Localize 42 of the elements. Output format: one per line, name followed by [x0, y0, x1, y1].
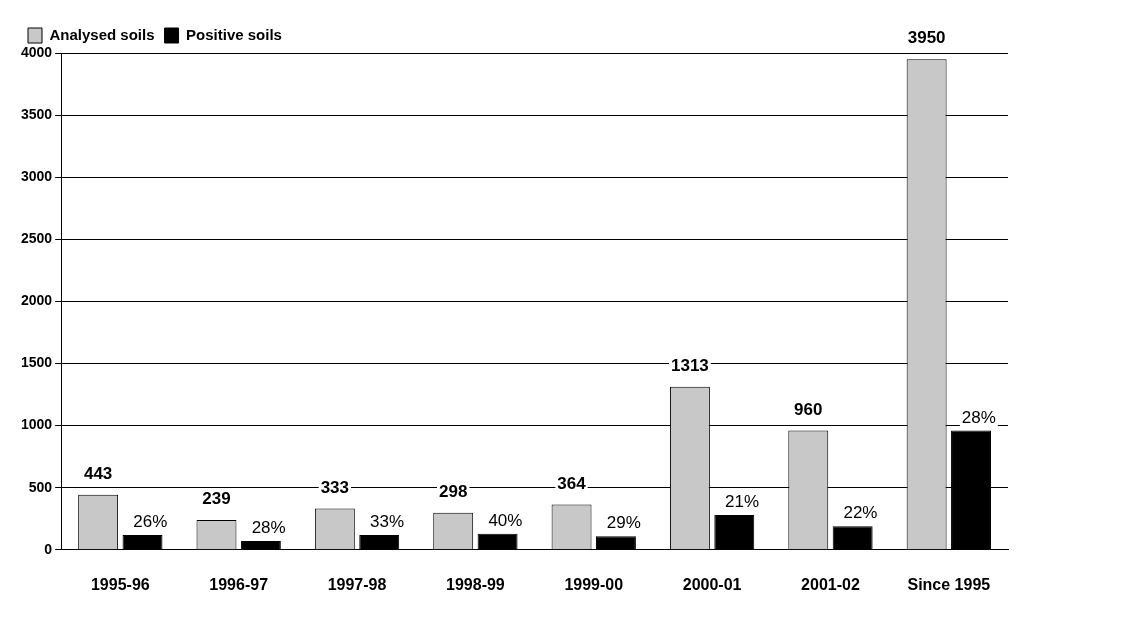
data-label: 333 — [320, 477, 350, 497]
annotation: 28% — [961, 407, 996, 427]
data-label: 298 — [439, 481, 468, 501]
y-tick-label: 3500 — [20, 105, 53, 122]
annotation: 40% — [488, 510, 523, 530]
y-tick-label: 0 — [44, 540, 53, 557]
annotation: 28% — [251, 518, 286, 538]
annotation: 33% — [370, 512, 405, 532]
y-tick-label: 2500 — [20, 230, 53, 247]
bar — [714, 515, 755, 550]
x-tick-label: 2000-01 — [682, 575, 742, 593]
annotation: 22% — [843, 503, 878, 523]
bar — [240, 541, 281, 550]
x-tick-label: Since 1995 — [907, 575, 991, 593]
data-label: 3950 — [907, 28, 946, 48]
y-tick-label: 3000 — [20, 168, 53, 185]
data-label: 1313 — [671, 355, 709, 375]
x-tick-label: 1996-97 — [209, 575, 269, 593]
y-tick-label: 500 — [28, 478, 53, 495]
data-label: 960 — [794, 399, 823, 419]
y-tick-label: 4000 — [20, 43, 53, 60]
bar — [595, 536, 636, 550]
bar — [122, 534, 163, 550]
bar — [359, 534, 400, 550]
legend-label: Analysed soils — [49, 25, 155, 43]
bar — [832, 526, 873, 550]
x-tick-label: 1995-96 — [90, 575, 150, 593]
x-tick-label: 1999-00 — [564, 575, 624, 593]
x-tick-label: 2001-02 — [801, 575, 860, 593]
y-tick-label: 1500 — [20, 354, 53, 371]
annotation: 29% — [606, 513, 641, 533]
y-tick-label: 2000 — [20, 292, 53, 309]
data-label: 443 — [83, 463, 113, 483]
y-tick-label: 1000 — [20, 416, 53, 433]
annotation: 21% — [725, 492, 760, 512]
bar — [477, 533, 518, 550]
data-label: 364 — [557, 473, 587, 493]
legend-label: Positive soils — [186, 25, 282, 43]
x-tick-label: 1997-98 — [327, 575, 387, 593]
x-tick-label: 1998-99 — [446, 575, 505, 593]
annotation: 26% — [133, 512, 168, 532]
data-label: 239 — [202, 489, 231, 509]
